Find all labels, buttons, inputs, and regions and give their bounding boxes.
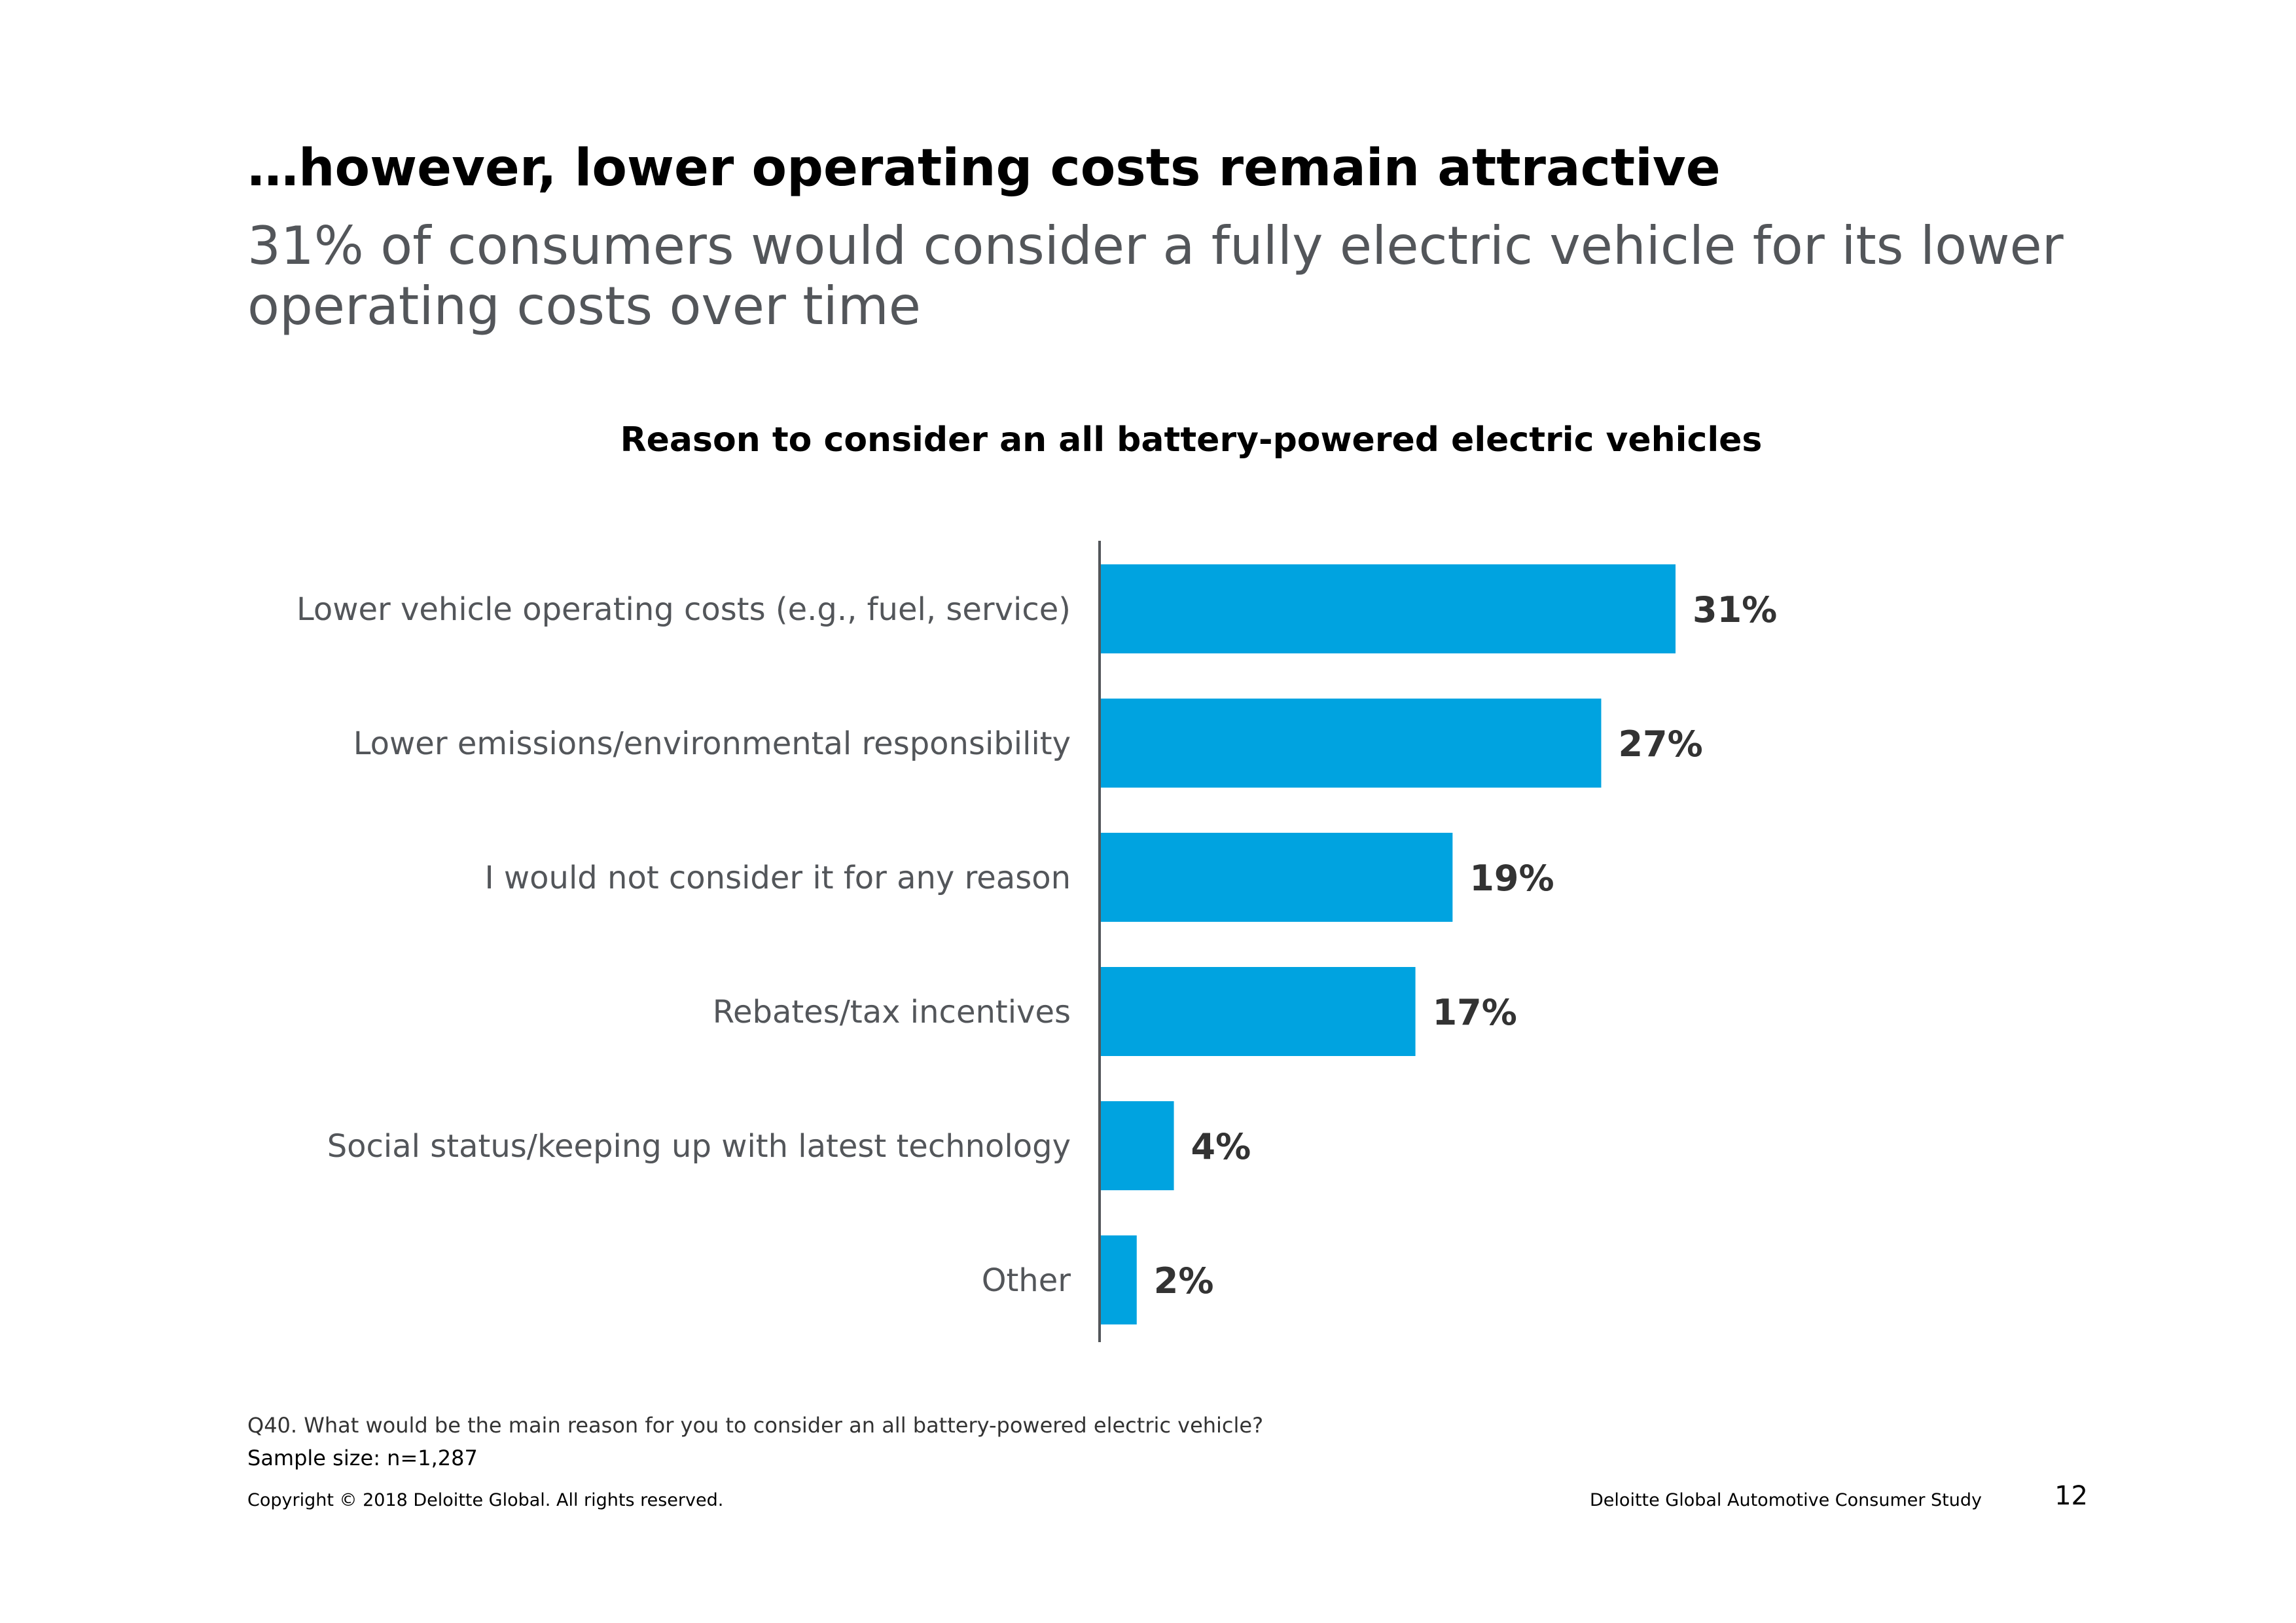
bar-4 [1100, 1101, 1174, 1190]
bar-5 [1100, 1235, 1137, 1324]
category-label-1: Lower emissions/environmental responsibi… [353, 725, 1071, 762]
slide-subheadline: 31% of consumers would consider a fully … [247, 215, 2064, 337]
bar-1 [1100, 699, 1602, 788]
value-label-5: 2% [1154, 1260, 1214, 1302]
category-label-3: Rebates/tax incentives [713, 994, 1071, 1030]
chart-title: Reason to consider an all battery-powere… [620, 420, 1763, 460]
copyright-notice: Copyright © 2018 Deloitte Global. All ri… [247, 1490, 724, 1510]
value-label-3: 17% [1433, 992, 1517, 1033]
value-label-2: 19% [1469, 858, 1554, 899]
bar-0 [1100, 564, 1676, 653]
category-label-4: Social status/keeping up with latest tec… [327, 1128, 1071, 1165]
category-label-0: Lower vehicle operating costs (e.g., fue… [296, 591, 1071, 628]
study-name: Deloitte Global Automotive Consumer Stud… [1590, 1490, 1982, 1510]
value-label-1: 27% [1618, 723, 1702, 765]
value-label-0: 31% [1693, 589, 1777, 630]
category-label-5: Other [982, 1262, 1071, 1299]
bar-3 [1100, 967, 1416, 1056]
sample-size-note: Sample size: n=1,287 [247, 1446, 478, 1470]
question-footnote: Q40. What would be the main reason for y… [247, 1413, 1264, 1438]
value-label-4: 4% [1191, 1126, 1251, 1167]
slide-headline: …however, lower operating costs remain a… [247, 139, 1721, 198]
page-number: 12 [2054, 1481, 2088, 1511]
category-label-2: I would not consider it for any reason [485, 860, 1071, 896]
bar-2 [1100, 833, 1453, 922]
